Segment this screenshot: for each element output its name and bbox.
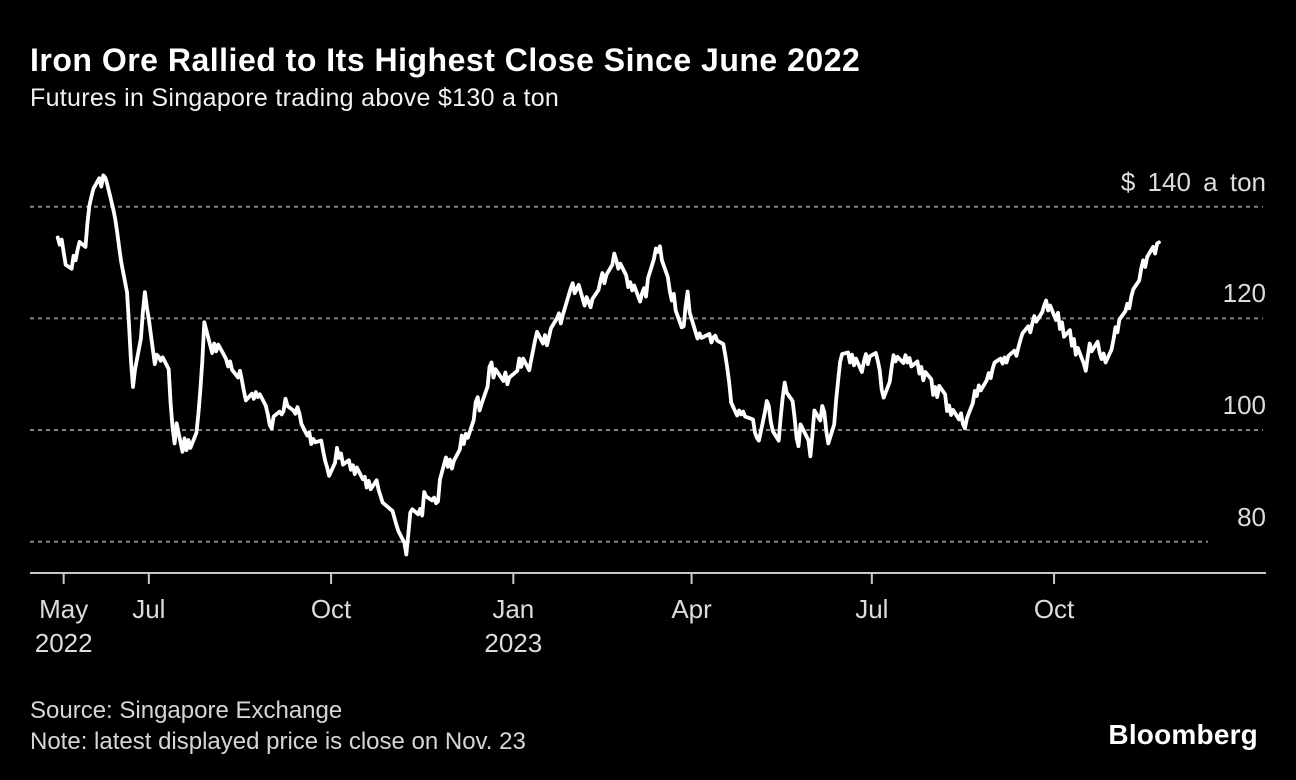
source-note: Source: Singapore Exchange	[30, 697, 343, 724]
x-axis-label-may: May	[39, 594, 89, 624]
y-axis-label-80: 80	[1237, 501, 1266, 532]
footnote: Note: latest displayed price is close on…	[30, 728, 526, 755]
x-axis-label-oct: Oct	[1033, 594, 1075, 624]
x-axis-label-oct: Oct	[310, 594, 352, 624]
y-axis-label-120: 120	[1222, 278, 1266, 309]
chart-subtitle: Futures in Singapore trading above $130 …	[30, 84, 560, 112]
x-axis-label-jul: Jul	[855, 594, 889, 624]
bloomberg-logo: Bloomberg	[1108, 719, 1258, 750]
y-axis-label-140: $ 140 a ton	[1120, 166, 1266, 197]
chart-title: Iron Ore Rallied to Its Highest Close Si…	[30, 42, 861, 78]
x-axis-year-2022: 2022	[34, 628, 93, 658]
x-axis-label-apr: Apr	[671, 594, 712, 624]
x-axis-label-jul: Jul	[132, 594, 166, 624]
x-axis-label-jan: Jan	[492, 594, 535, 624]
y-axis-label-100: 100	[1222, 390, 1266, 421]
x-axis-year-2023: 2023	[484, 628, 543, 658]
price-line	[55, 173, 1161, 557]
